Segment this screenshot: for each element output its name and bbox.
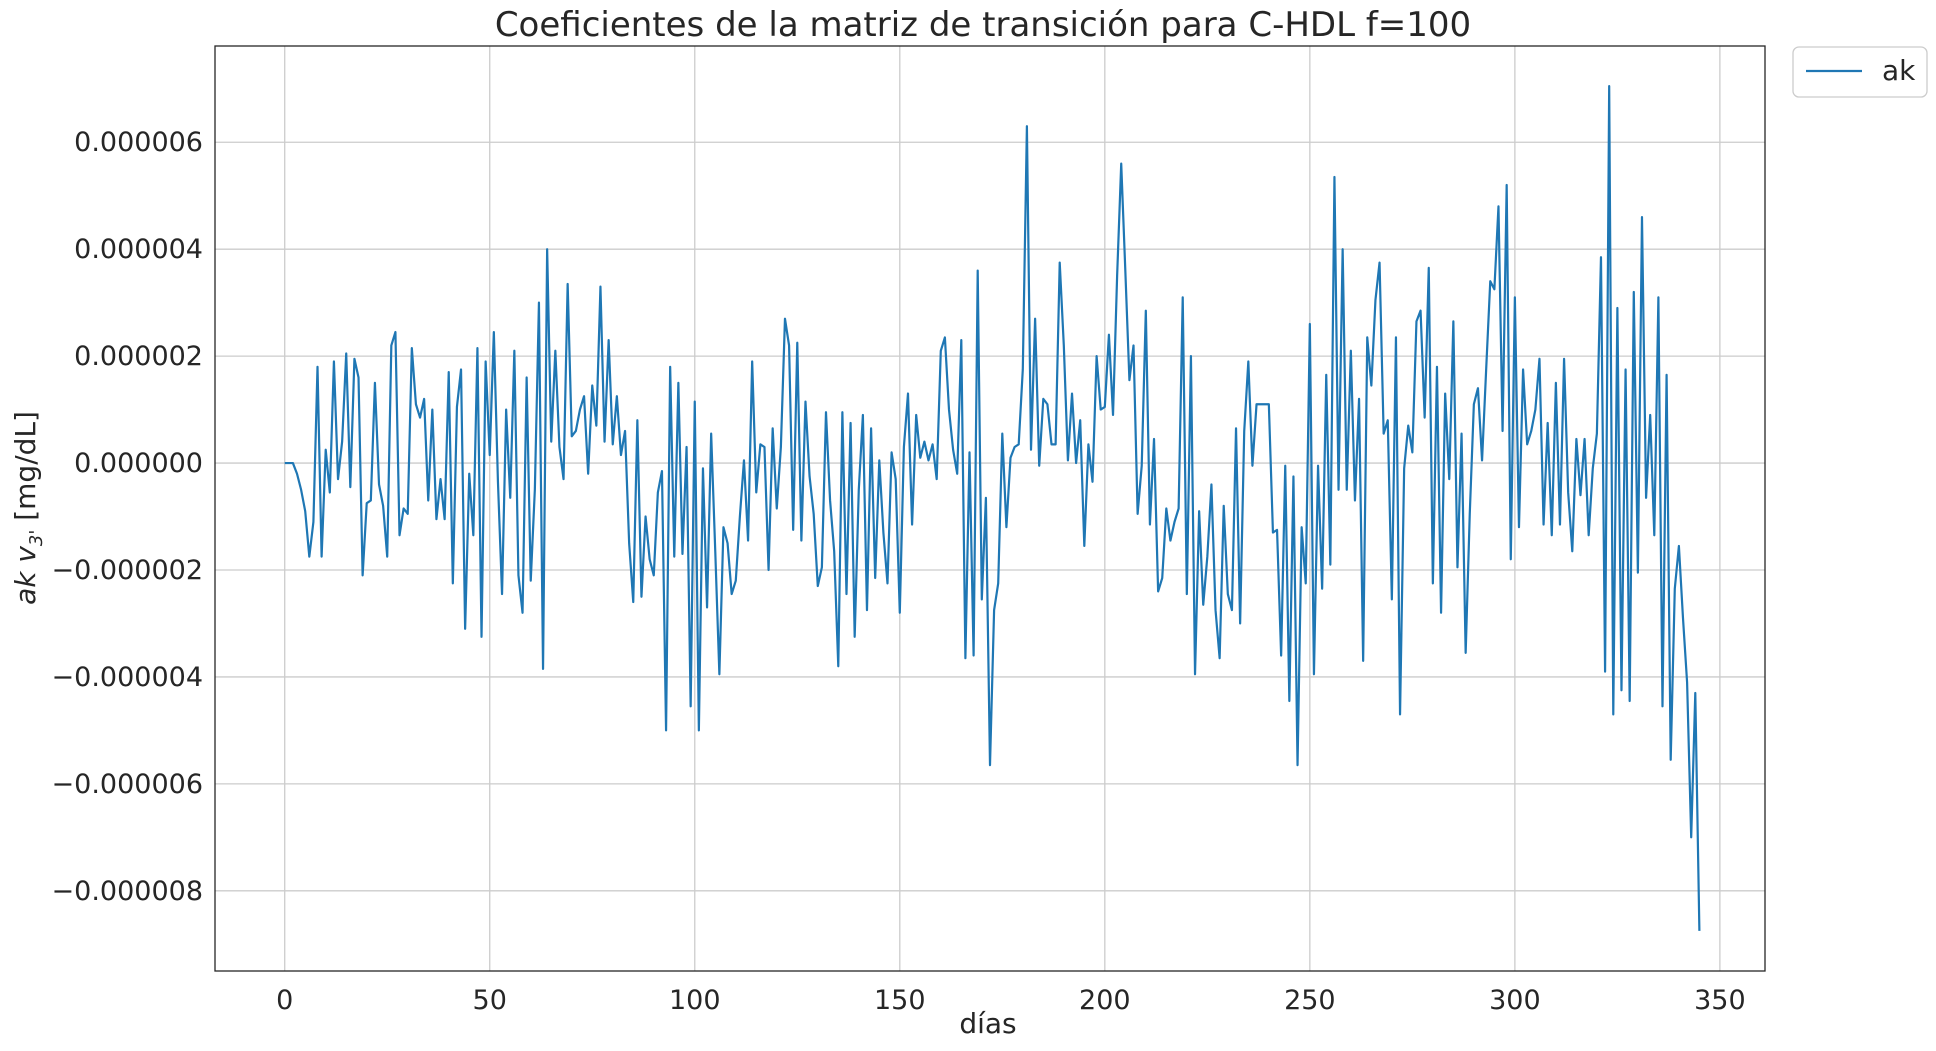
x-tick-label: 150 (874, 985, 926, 1016)
series-line-ak (284, 85, 1701, 931)
x-tick-label: 300 (1489, 985, 1541, 1016)
x-tick-label: 200 (1079, 985, 1131, 1016)
legend: ak (1792, 46, 1928, 98)
x-tick-label: 100 (669, 985, 721, 1016)
y-tick-label: 0.000000 (74, 448, 203, 479)
y-axis-label-italic: ak v (9, 546, 42, 605)
chart-title: Coeficientes de la matriz de transición … (495, 5, 1471, 45)
y-tick-label: −0.000004 (52, 662, 203, 693)
y-tick-label: 0.000004 (74, 234, 203, 265)
y-axis-label-subscript: 3' (26, 530, 47, 546)
y-axis-label: ak v3' [mg/dL] (9, 411, 47, 605)
x-axis-ticks: 0 50 100 150 200 250 300 350 (276, 985, 1746, 1016)
legend-label-ak: ak (1882, 54, 1916, 87)
plot-frame (214, 45, 1766, 972)
x-axis-label: días (959, 1007, 1016, 1040)
y-tick-label: −0.000006 (52, 769, 203, 800)
x-tick-label: 350 (1694, 985, 1746, 1016)
y-tick-label: −0.000002 (52, 555, 203, 586)
y-tick-label: 0.000002 (74, 341, 203, 372)
x-tick-label: 0 (276, 985, 293, 1016)
y-axis-label-unit: [mg/dL] (9, 411, 42, 530)
y-axis-ticks: −0.000008 −0.000006 −0.000004 −0.000002 0.00… (52, 127, 203, 907)
x-tick-label: 50 (473, 985, 507, 1016)
y-tick-label: −0.000008 (52, 876, 203, 907)
x-tick-label: 250 (1284, 985, 1336, 1016)
grid (215, 46, 1765, 971)
y-tick-label: 0.000006 (74, 127, 203, 158)
